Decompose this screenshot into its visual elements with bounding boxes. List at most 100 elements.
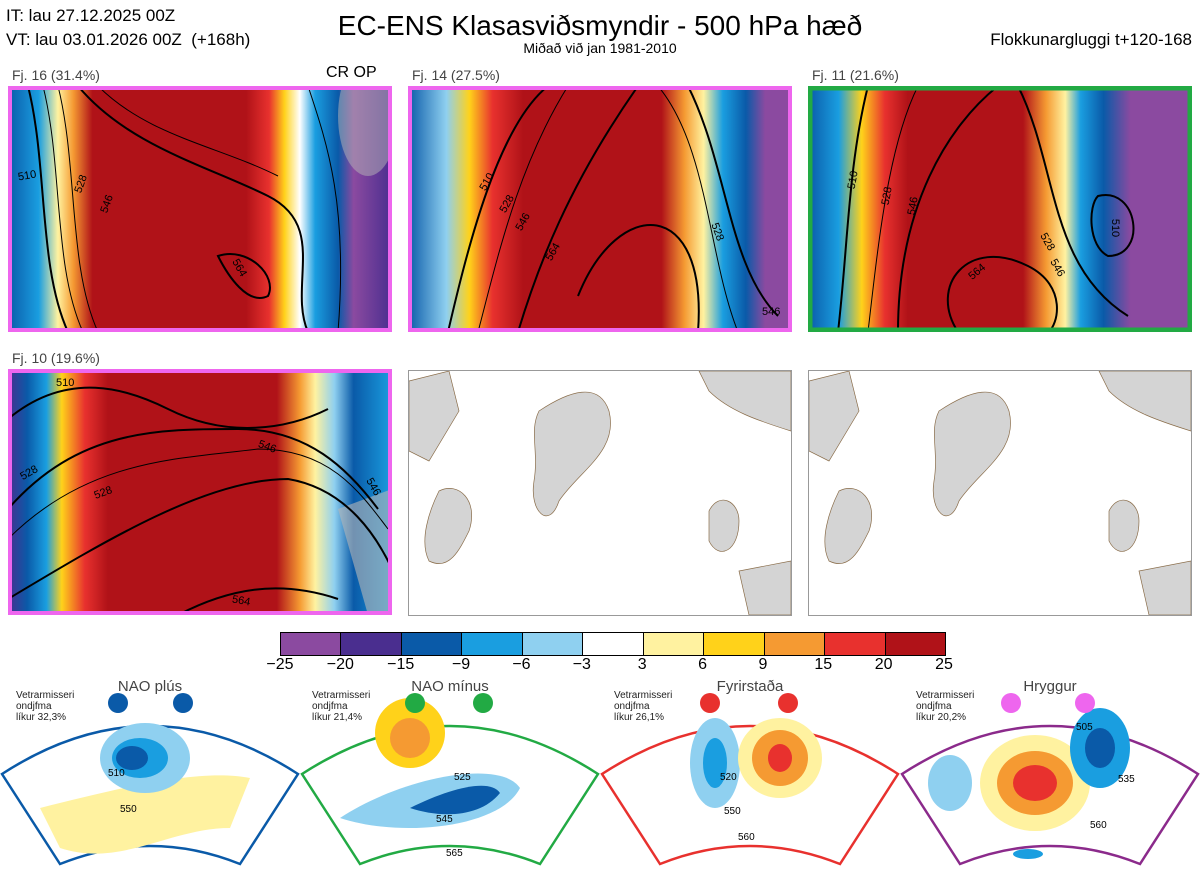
panel-3-label: Fj. 11 (21.6%) xyxy=(812,67,899,83)
regime-blocking: Fyrirstaða Vetrarmisseri ondjfma líkur 2… xyxy=(600,678,900,871)
canada-shape xyxy=(809,371,860,462)
colorbar-segment xyxy=(703,633,764,655)
colorbar-segment xyxy=(763,633,825,655)
regime-marker xyxy=(173,693,193,713)
contour-label: 510 xyxy=(56,377,75,389)
regime-marker xyxy=(1001,693,1021,713)
cluster-panel-11: 510 528 546 564 528 546 510 xyxy=(808,86,1192,332)
contour-label: 525 xyxy=(454,772,471,783)
regime-months: ondjfma xyxy=(614,701,650,712)
colorbar-segment xyxy=(340,633,401,655)
colorbar-tick-label: 15 xyxy=(814,656,833,673)
regime-marker xyxy=(778,693,798,713)
negative-anomaly-core xyxy=(116,746,148,770)
page-title: EC-ENS Klasasviðsmyndir - 500 hPa hæð xyxy=(337,10,863,41)
regime-marker xyxy=(108,693,128,713)
regime-marker xyxy=(473,693,493,713)
panel-1-extra: CR OP xyxy=(326,64,377,81)
panel-frame xyxy=(8,86,392,332)
europe-shape xyxy=(738,560,791,615)
height-contours xyxy=(837,86,1135,332)
colorbar xyxy=(280,632,946,656)
panel-frame xyxy=(408,86,792,332)
regime-title: Hryggur xyxy=(1023,678,1077,695)
contour-label: 560 xyxy=(1090,820,1107,831)
colorbar-tick-label: 6 xyxy=(698,656,707,673)
regime-season: Vetrarmisseri xyxy=(614,690,673,701)
regime-ridge: Hryggur Vetrarmisseri ondjfma líkur 20,2… xyxy=(900,678,1200,871)
regime-title: NAO mínus xyxy=(411,678,489,695)
page-subtitle: Miðað við jan 1981-2010 xyxy=(523,40,677,56)
contour-label: 560 xyxy=(738,832,755,843)
anomaly-field xyxy=(808,86,1192,332)
regime-marker xyxy=(700,693,720,713)
anomaly-field xyxy=(8,86,392,332)
regime-probability: líkur 20,2% xyxy=(916,712,967,723)
regime-title: Fyrirstaða xyxy=(716,678,784,695)
contour-label: 550 xyxy=(120,804,137,815)
regime-title: NAO plús xyxy=(117,678,183,695)
negative-anomaly-core xyxy=(703,738,727,788)
contour-label: 545 xyxy=(436,814,453,825)
scandinavia-shape xyxy=(698,371,791,432)
landmass xyxy=(338,86,392,176)
colorbar-tick-label: 25 xyxy=(935,656,953,673)
regime-probability: líkur 26,1% xyxy=(614,712,665,723)
greenland-shape xyxy=(932,391,1011,516)
regime-sector xyxy=(600,724,900,866)
landmass xyxy=(338,489,392,615)
regime-nao-plus: NAO plús Vetrarmisseri ondjfma líkur 32,… xyxy=(0,678,300,871)
europe-shape xyxy=(1138,560,1191,615)
contour-label: 550 xyxy=(724,806,741,817)
colorbar-tick-label: −20 xyxy=(326,656,354,673)
anomaly-field xyxy=(408,86,792,332)
regime-months: ondjfma xyxy=(16,701,52,712)
colorbar-tick-label: −9 xyxy=(451,656,471,673)
regime-season: Vetrarmisseri xyxy=(16,690,75,701)
negative-anomaly-core xyxy=(1085,728,1115,768)
empty-map-1 xyxy=(408,370,792,616)
issue-time: IT: lau 27.12.2025 00Z xyxy=(6,6,176,25)
cluster-panel-16: 510 528 546 564 xyxy=(8,86,392,332)
regime-months: ondjfma xyxy=(312,701,348,712)
colorbar-tick-label: −15 xyxy=(387,656,415,673)
anomaly-field xyxy=(8,369,392,615)
positive-anomaly xyxy=(40,775,250,854)
colorbar-tick-label: 20 xyxy=(874,656,893,673)
cluster-panel-10: 510 528 546 546 528 564 xyxy=(8,369,392,615)
panel-frame xyxy=(808,86,1192,332)
british-isles-shape xyxy=(708,499,740,552)
colorbar-ticks: −25 −20 −15 −9 −6 −3 3 6 9 15 20 25 xyxy=(266,656,952,676)
positive-anomaly-core xyxy=(768,744,792,772)
height-contours xyxy=(27,86,342,332)
colorbar-segment xyxy=(281,633,341,655)
positive-anomaly-core xyxy=(390,718,430,758)
colorbar-tick-label: 3 xyxy=(637,656,647,673)
negative-anomaly-south xyxy=(1013,849,1043,859)
labrador-shape xyxy=(824,488,872,564)
classification-window: Flokkunargluggi t+120-168 xyxy=(990,30,1192,49)
greenland-shape xyxy=(532,391,611,516)
colorbar-segment xyxy=(642,633,704,655)
scandinavia-shape xyxy=(1098,371,1191,432)
colorbar-tick-label: 9 xyxy=(758,656,768,673)
regime-probability: líkur 32,3% xyxy=(16,712,67,723)
regime-marker xyxy=(405,693,425,713)
cluster-panel-14: 510 528 546 564 528 546 xyxy=(408,86,792,332)
contour-label: 510 xyxy=(108,768,125,779)
colorbar-segment xyxy=(461,633,522,655)
contour-label: 520 xyxy=(720,772,737,783)
contour-label: 535 xyxy=(1118,774,1135,785)
positive-anomaly-core xyxy=(1013,765,1057,801)
contour-label: 510 xyxy=(1109,218,1122,238)
empty-map-2 xyxy=(808,370,1192,616)
colorbar-segment xyxy=(400,633,462,655)
colorbar-segment xyxy=(582,633,643,655)
colorbar-tick-label: −6 xyxy=(512,656,531,673)
colorbar-segment xyxy=(884,633,945,655)
negative-anomaly-core xyxy=(410,785,500,815)
regime-season: Vetrarmisseri xyxy=(916,690,975,701)
labrador-shape xyxy=(424,488,472,564)
canada-shape xyxy=(409,371,460,462)
regime-marker xyxy=(1075,693,1095,713)
